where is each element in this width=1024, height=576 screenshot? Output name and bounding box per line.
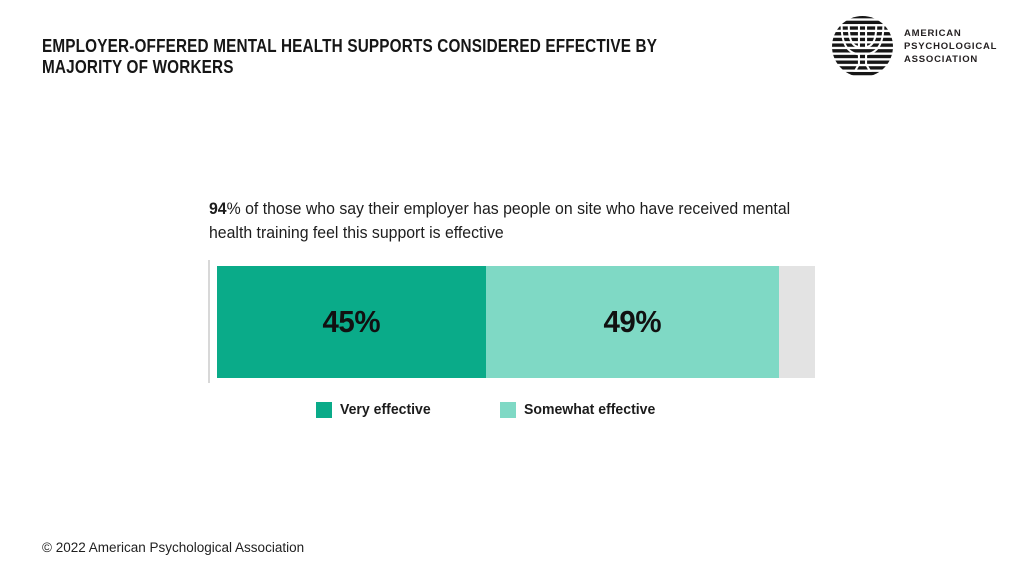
page-title-line2: MAJORITY OF WORKERS [42, 57, 234, 77]
apa-psi-icon [832, 16, 893, 77]
apa-logo-line2: PSYCHOLOGICAL [904, 41, 998, 52]
apa-logo-wordmark: AMERICAN PSYCHOLOGICAL ASSOCIATION [904, 27, 997, 66]
legend-item-somewhat-effective: Somewhat effective [500, 402, 659, 418]
apa-logo: AMERICAN PSYCHOLOGICAL ASSOCIATION [831, 15, 997, 78]
bar-value-label-somewhat-effective: 49% [603, 304, 662, 339]
page-title: EMPLOYER-OFFERED MENTAL HEALTH SUPPORTS … [42, 36, 657, 78]
bar-segment-remainder [779, 266, 815, 378]
bar-value-label-very-effective: 45% [322, 304, 381, 339]
stat-highlight: 94 [209, 200, 227, 218]
legend-item-very-effective: Very effective [316, 402, 500, 418]
apa-logo-line3: ASSOCIATION [904, 54, 979, 65]
chart-subtitle-line2: health training feel this support is eff… [209, 223, 504, 242]
chart-legend: Very effective Somewhat effective [316, 402, 659, 418]
chart-subtitle-line1: 94% of those who say their employer has … [209, 198, 790, 222]
copyright-text: © 2022 American Psychological Associatio… [42, 540, 305, 555]
chart-subtitle-line1-rest: % of those who say their employer has pe… [226, 200, 791, 218]
y-axis-line [208, 260, 210, 383]
bar-segment-somewhat-effective: 49% [486, 266, 780, 378]
chart-subtitle: 94% of those who say their employer has … [209, 198, 790, 245]
legend-swatch-somewhat-effective [500, 402, 516, 418]
bar-segment-very-effective: 45% [217, 266, 487, 378]
legend-label-somewhat-effective: Somewhat effective [524, 402, 656, 418]
stacked-bar: 45% 49% [217, 266, 815, 378]
page-title-line1: EMPLOYER-OFFERED MENTAL HEALTH SUPPORTS … [42, 36, 658, 56]
apa-logo-line1: AMERICAN [904, 28, 962, 39]
legend-swatch-very-effective [316, 402, 332, 418]
legend-label-very-effective: Very effective [340, 402, 431, 418]
